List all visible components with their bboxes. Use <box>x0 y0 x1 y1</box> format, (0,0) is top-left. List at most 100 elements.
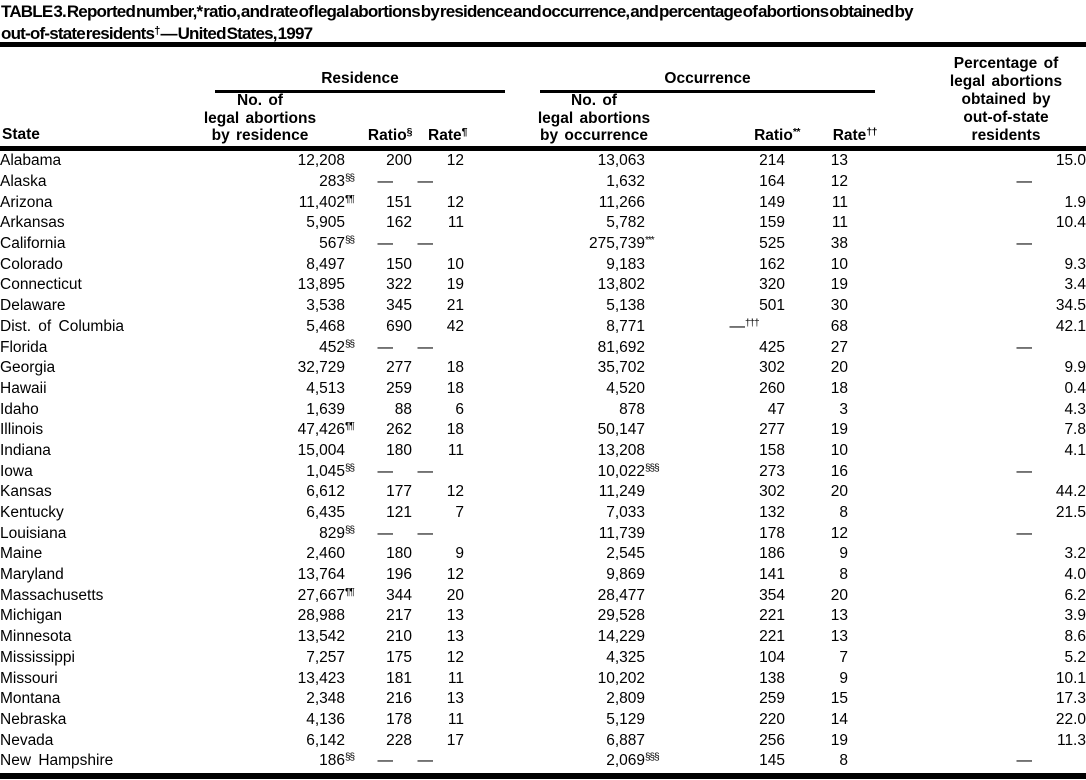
occurrence-group-underline <box>540 90 875 93</box>
title-line-2-rest: — United States, 1997 <box>159 23 313 43</box>
cell-residence-rate: 9 <box>455 545 464 563</box>
cell-residence-rate: 12 <box>446 648 464 666</box>
cell-residence-number: 1,639 <box>306 400 345 418</box>
cell-pct-out-of-state: 7.8 <box>1064 421 1086 439</box>
cell-pct-out-of-state: 17.3 <box>1055 690 1086 708</box>
cell-occurrence-number: 2,545 <box>606 545 645 563</box>
header-label: Ratio <box>367 127 407 144</box>
cell-occurrence-rate: 13 <box>830 152 848 170</box>
table-row: Michigan 28,988 217 13 29,528 221 13 3.9 <box>0 606 1086 627</box>
cell-state: Nevada <box>0 731 54 749</box>
cell-state: Minnesota <box>0 628 72 646</box>
header-line: by occurrence <box>540 127 648 144</box>
cell-residence-ratio: — <box>377 462 394 480</box>
cell-pct-out-of-state: 0.4 <box>1064 379 1086 397</box>
header-line: obtained by <box>961 91 1051 108</box>
table-row: Hawaii 4,513 259 18 4,520 260 18 0.4 <box>0 379 1086 400</box>
cell-residence-rate: 11 <box>447 669 464 687</box>
cell-state: Maryland <box>0 566 64 584</box>
cell-residence-rate: 11 <box>447 710 464 728</box>
cell-residence-rate: 12 <box>446 483 464 501</box>
table-row: Idaho 1,639 88 6 878 47 3 4.3 <box>0 399 1086 420</box>
cell-occurrence-rate: 8 <box>839 504 848 522</box>
cell-residence-number: 8,497 <box>306 255 345 273</box>
cell-occurrence-ratio: 145 <box>759 752 785 770</box>
cell-pct-out-of-state: 5.2 <box>1064 648 1086 666</box>
cell-occurrence-number: 28,477 <box>597 586 645 604</box>
column-header-occurrence-number: No. of legal abortions by occurrence <box>524 92 664 145</box>
cell-residence-rate: 13 <box>446 628 464 646</box>
cell-state: Nebraska <box>0 710 67 728</box>
cell-residence-ratio: 344 <box>386 586 412 604</box>
cell-residence-number: 186§§ <box>319 752 355 770</box>
cell-occurrence-ratio: 162 <box>759 255 785 273</box>
cell-occurrence-number: 8,771 <box>606 317 645 335</box>
cell-state: Delaware <box>0 297 66 315</box>
cell-occurrence-rate: 20 <box>830 586 848 604</box>
cell-occurrence-number: 11,249 <box>598 483 645 501</box>
cell-pct-out-of-state: 3.9 <box>1064 607 1086 625</box>
cell-residence-number: 47,426¶¶ <box>297 421 355 439</box>
cell-state: Michigan <box>0 607 63 625</box>
cell-occurrence-ratio: 104 <box>759 648 785 666</box>
cell-occurrence-number: 10,022§§§ <box>597 462 660 480</box>
cell-residence-number: 567§§ <box>319 235 355 253</box>
abortion-statistics-table: Alabama 12,208 200 12 13,063 214 13 15.0 Alaska 2… <box>0 151 1086 772</box>
cell-residence-ratio: 216 <box>386 690 412 708</box>
cell-residence-number: 5,468 <box>306 317 345 335</box>
cell-residence-rate: 18 <box>446 379 464 397</box>
table-row: Arizona 11,402¶¶ 151 12 11,266 149 11 1.9 <box>0 192 1086 213</box>
column-header-residence-ratio: Ratio§ <box>340 126 413 145</box>
cell-occurrence-rate: 68 <box>830 317 848 335</box>
table-row: Georgia 32,729 277 18 35,702 302 20 9.9 <box>0 358 1086 379</box>
cell-occurrence-number: 11,266 <box>598 193 645 211</box>
cell-occurrence-rate: 20 <box>830 359 848 377</box>
cell-residence-number: 11,402¶¶ <box>298 193 355 211</box>
cell-residence-ratio: — <box>377 235 394 253</box>
cell-occurrence-rate: 12 <box>830 524 848 542</box>
cell-occurrence-ratio: 47 <box>767 400 785 418</box>
cell-residence-number: 452§§ <box>319 338 355 356</box>
cell-occurrence-number: 2,809 <box>606 690 645 708</box>
header-line: legal abortions <box>203 109 317 127</box>
cell-occurrence-ratio: 501 <box>759 297 785 315</box>
header-line: residents <box>971 127 1041 144</box>
header-line: No. of <box>571 92 617 109</box>
table-title: TABLE 3. Reported number,* ratio, and ra… <box>1 2 1086 43</box>
cell-pct-out-of-state: — <box>1016 524 1033 542</box>
cell-residence-ratio: 178 <box>386 710 412 728</box>
residence-group-underline <box>215 90 505 93</box>
cell-residence-rate: 13 <box>446 607 464 625</box>
cell-occurrence-rate: 14 <box>830 710 848 728</box>
cell-pct-out-of-state: 34.5 <box>1055 297 1086 315</box>
cell-occurrence-ratio: 186 <box>759 545 785 563</box>
cell-occurrence-ratio: 277 <box>759 421 785 439</box>
cell-occurrence-ratio: 132 <box>759 504 785 522</box>
cell-state: Louisiana <box>0 524 67 542</box>
group-header-residence: Residence <box>321 70 399 87</box>
cell-residence-number: 4,513 <box>306 379 345 397</box>
cell-occurrence-number: 1,632 <box>606 173 645 191</box>
cell-occurrence-number: 13,208 <box>597 441 645 459</box>
cell-occurrence-ratio: 221 <box>759 628 785 646</box>
cell-residence-rate: — <box>417 235 434 253</box>
title-line-1: TABLE 3. Reported number,* ratio, and ra… <box>1 2 914 21</box>
cell-residence-number: 28,988 <box>297 607 345 625</box>
cell-occurrence-rate: 10 <box>830 255 848 273</box>
cell-state: Florida <box>0 338 48 356</box>
cell-residence-rate: 6 <box>455 400 464 418</box>
cell-residence-ratio: 180 <box>386 441 412 459</box>
cell-pct-out-of-state: 15.0 <box>1055 152 1086 170</box>
table-row: Florida 452§§ — — 81,692 425 27 — <box>0 337 1086 358</box>
cell-occurrence-rate: 13 <box>830 607 848 625</box>
cell-pct-out-of-state: 6.2 <box>1064 586 1086 604</box>
cell-pct-out-of-state: 4.0 <box>1064 566 1086 584</box>
column-header-residence-number: No. of legal abortions by residence <box>190 92 330 145</box>
cell-residence-number: 7,257 <box>306 648 345 666</box>
footnote-marker: ¶ <box>461 126 468 138</box>
cell-residence-ratio: 180 <box>386 545 412 563</box>
table-row: California 567§§ — — 275,739*** 525 38 — <box>0 234 1086 255</box>
cell-pct-out-of-state: — <box>1016 173 1033 191</box>
table-row: Colorado 8,497 150 10 9,183 162 10 9.3 <box>0 254 1086 275</box>
cell-state: Mississippi <box>0 648 75 666</box>
